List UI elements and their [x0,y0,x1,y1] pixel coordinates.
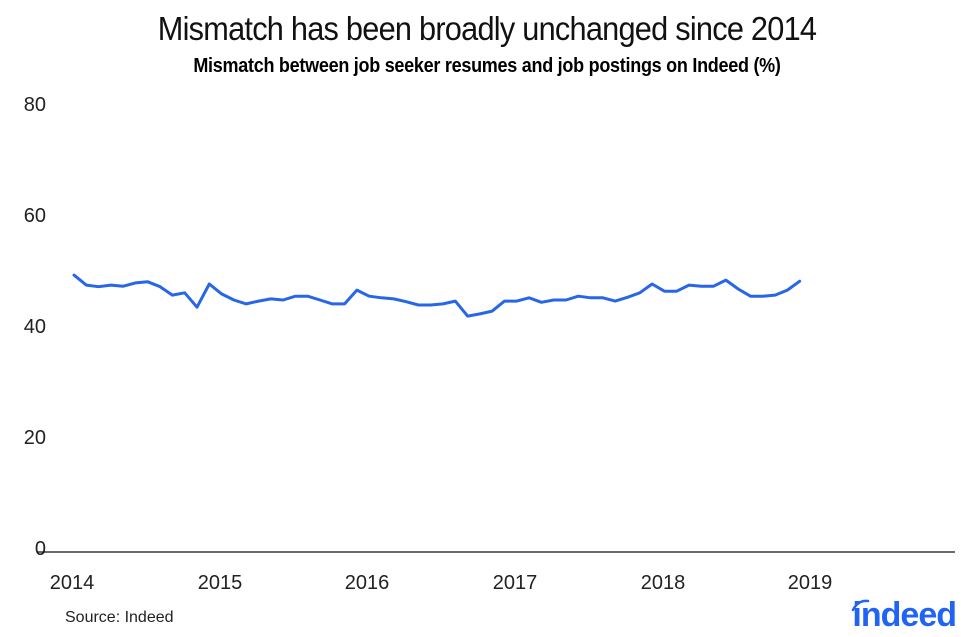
logo-arc-icon [852,599,870,612]
x-tick-label: 2016 [344,572,390,594]
x-tick-label: 2015 [197,572,243,594]
chart-subtitle: Mismatch between job seeker resumes and … [193,55,781,77]
chart-title: Mismatch has been broadly unchanged sinc… [157,10,817,47]
y-tick-label: 40 [23,316,46,338]
x-tick-label: 2014 [49,572,95,594]
series-line-mismatch [72,273,802,318]
x-tick-label: 2018 [640,572,686,594]
y-tick-label: 0 [34,538,46,560]
source-note: Source: Indeed [65,609,174,626]
logo-text: indeed [852,596,957,634]
x-tick-label: 2019 [787,572,833,594]
y-tick-label: 80 [23,94,46,116]
y-tick-label: 60 [23,205,46,227]
indeed-logo: indeed [852,596,957,635]
x-tick-label: 2017 [492,572,538,594]
y-tick-label: 20 [23,427,46,449]
